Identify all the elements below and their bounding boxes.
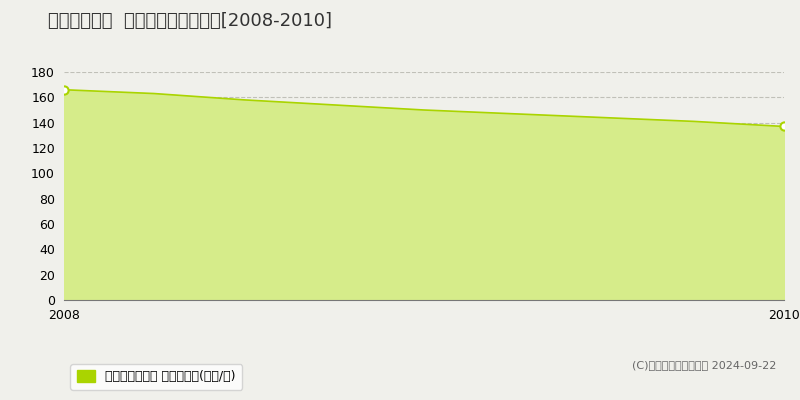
Text: (C)土地価格ドットコム 2024-09-22: (C)土地価格ドットコム 2024-09-22 (632, 360, 776, 370)
Text: 茨木市新庄町  マンション価格推移[2008-2010]: 茨木市新庄町 マンション価格推移[2008-2010] (48, 12, 332, 30)
Point (778, 123, 790, 130)
Legend: マンション価格 平均坪単価(万円/坪): マンション価格 平均坪単価(万円/坪) (70, 364, 242, 390)
Point (58, 86, 70, 93)
